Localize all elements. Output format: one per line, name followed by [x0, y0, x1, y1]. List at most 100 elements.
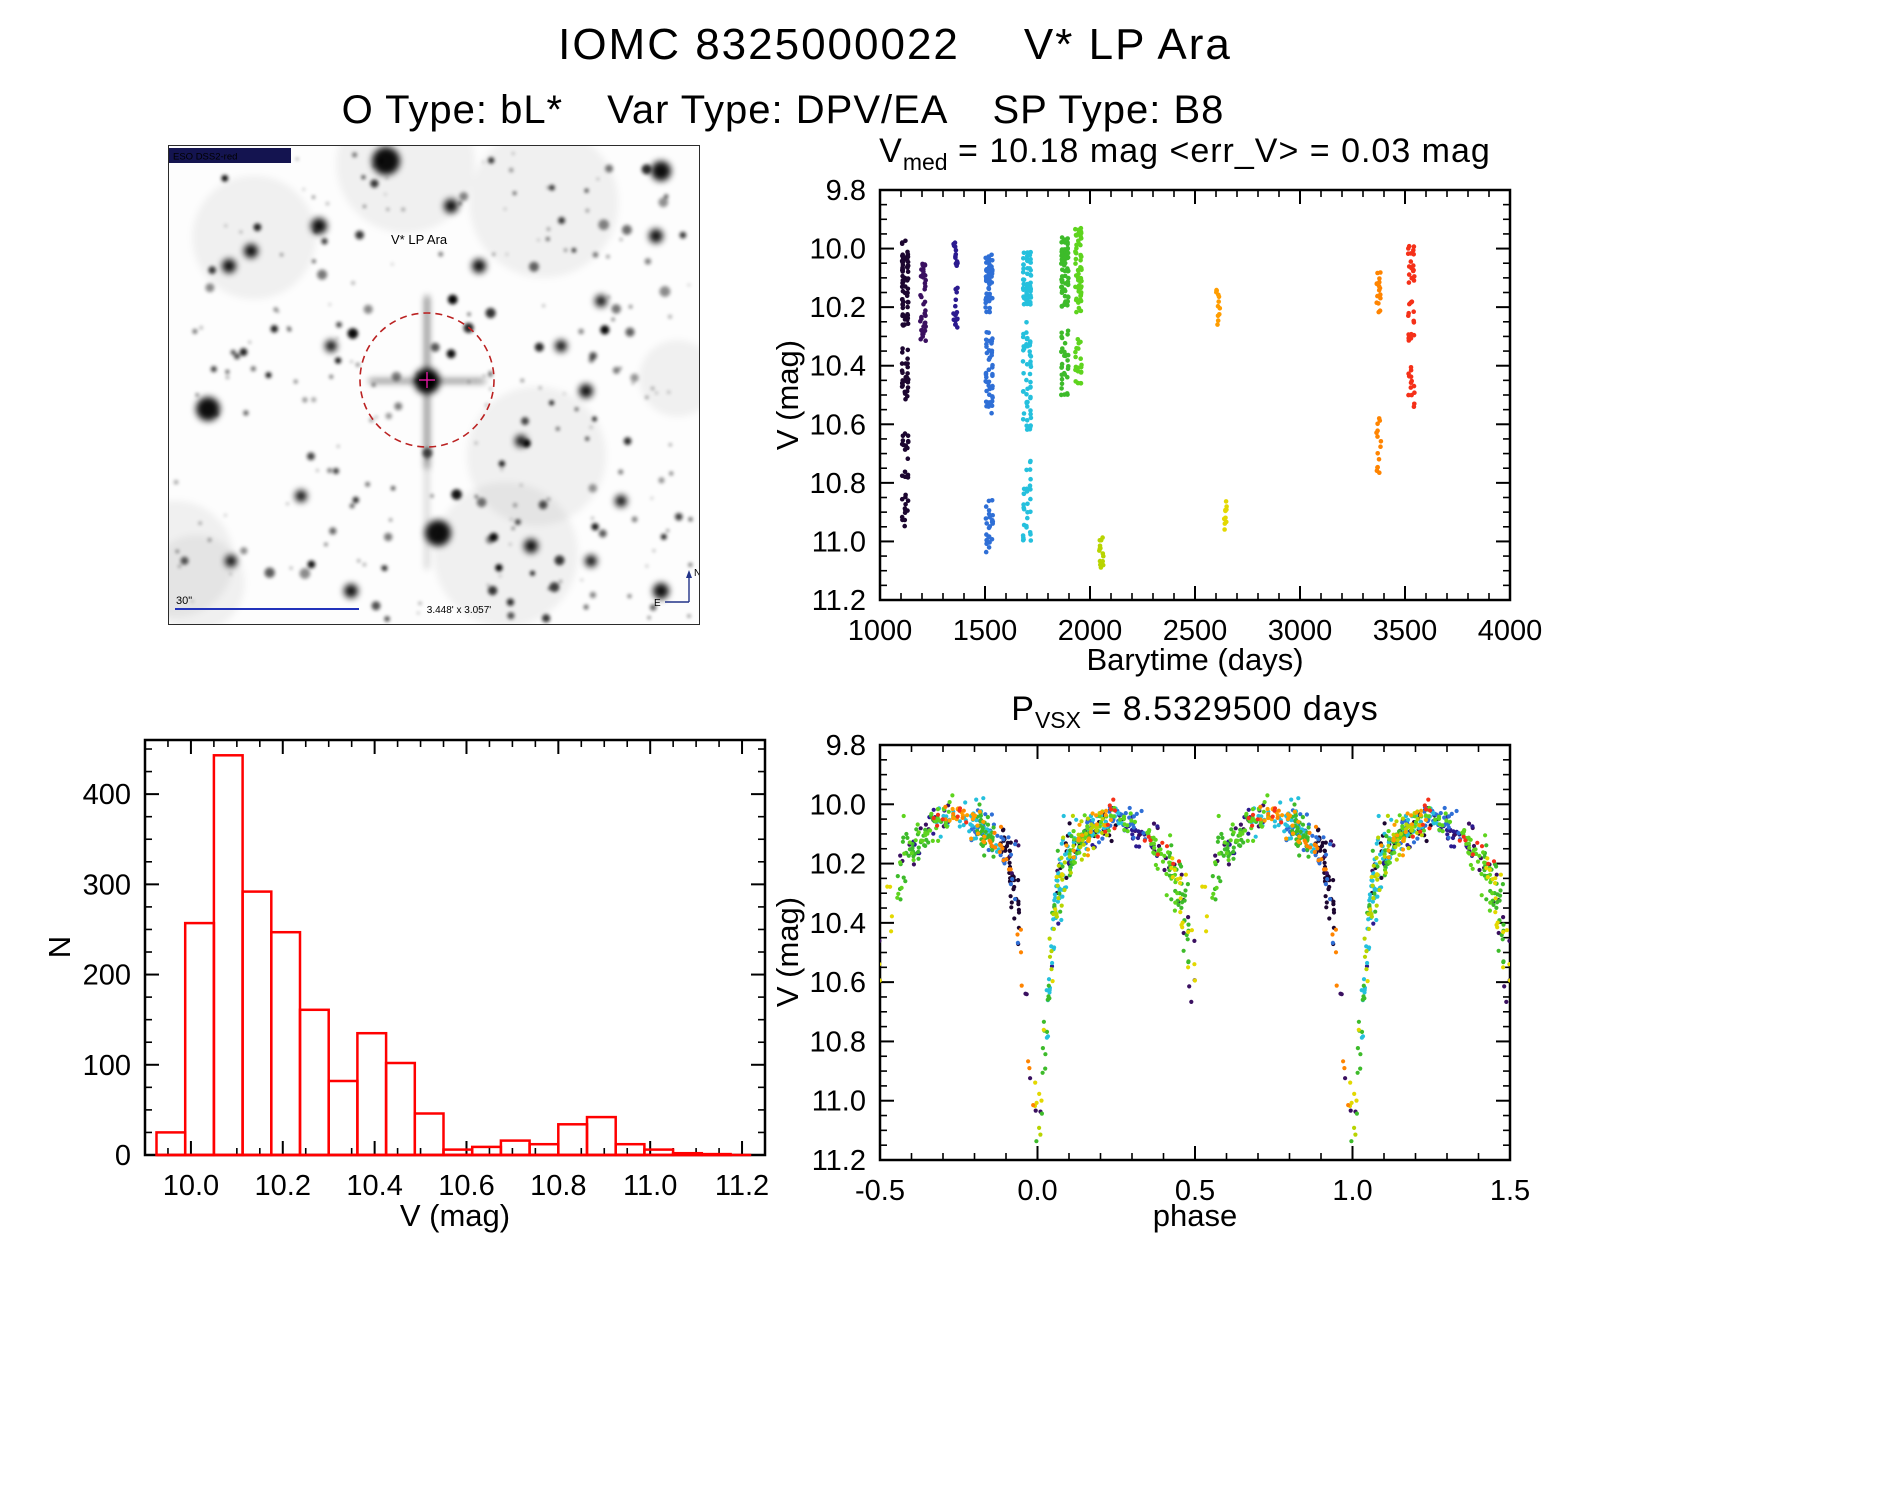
histogram-bar [557, 1123, 589, 1157]
histogram-bar [270, 930, 302, 1157]
y-tick-label: 10.4 [810, 351, 866, 383]
page-title: IOMC 8325000022 V* LP Ara [558, 20, 1232, 70]
magnitude-histogram-plot: 10.0 10.2 10.4 10.6 10.8 11.0 11.2 0 100 200 300 40… [83, 738, 769, 1202]
y-tick-label: 400 [83, 779, 131, 811]
x-tick-label: 10.6 [438, 1170, 494, 1202]
y-tick-label: 10.4 [810, 908, 866, 940]
phase-y-axis-label: V (mag) [770, 896, 805, 1008]
y-tick-label: 100 [83, 1050, 131, 1082]
time-title-main: V [879, 132, 903, 170]
x-tick-label: 10.0 [163, 1170, 219, 1202]
lightcurve-time-plot-box [878, 188, 1512, 602]
histogram-bar [643, 1148, 675, 1157]
y-tick-label: 10.6 [810, 409, 866, 441]
x-tick-label: 10.2 [255, 1170, 311, 1202]
lightcurve-time-plot: 1000 1500 2000 2500 3000 3500 4000 9.8 10.0 10.2 1… [810, 175, 1543, 647]
y-tick-label: 0 [115, 1140, 131, 1172]
x-tick-label: 1000 [848, 615, 913, 647]
histogram-bar [585, 1115, 617, 1157]
finder-chart-image: V* LP Ara ESO DSS2-red 30" 3.448' x 3.057' N… [168, 145, 700, 625]
x-tick-label: 0.5 [1175, 1175, 1215, 1207]
histogram-bar [499, 1139, 531, 1157]
survey-strip [169, 148, 291, 163]
x-tick-label: 3000 [1268, 615, 1333, 647]
bright-stars [196, 147, 671, 599]
x-tick-label: 3500 [1373, 615, 1438, 647]
phase-title-main: P [1011, 690, 1035, 728]
compass-east-label: E [654, 598, 661, 609]
y-tick-label: 10.2 [810, 292, 866, 324]
x-tick-label: 11.0 [623, 1170, 677, 1202]
survey-label: ESO DSS2-red [173, 152, 237, 163]
x-tick-label: 10.8 [530, 1170, 586, 1202]
target-marker-circle [359, 312, 495, 448]
y-tick-label: 9.8 [826, 730, 866, 762]
histogram-bar [356, 1031, 388, 1157]
phase-title-sub: VSX [1034, 707, 1081, 733]
x-tick-label: 1500 [953, 615, 1018, 647]
lightcurve-time-axes: 1000 1500 2000 2500 3000 3500 4000 9.8 10.0 10.2 1… [810, 175, 1543, 647]
x-tick-label: 2000 [1058, 615, 1123, 647]
histogram-bar [298, 1008, 330, 1157]
x-tick-label: 10.4 [346, 1170, 402, 1202]
histogram-bar [614, 1142, 646, 1157]
faint-stars [174, 152, 693, 623]
histogram-plot-box [143, 738, 767, 1157]
histogram-bar [700, 1152, 732, 1157]
histogram-bar [241, 890, 273, 1157]
title-star-name: V* LP Ara [1023, 20, 1232, 69]
title-iomc-id: IOMC 8325000022 [558, 20, 960, 69]
phase-title-rest: = 8.5329500 days [1080, 690, 1379, 728]
lightcurve-phase-plot-box [878, 743, 1512, 1162]
x-tick-label: 1.0 [1332, 1175, 1372, 1207]
sptype-label: SP Type: B8 [992, 88, 1225, 132]
x-tick-label: 4000 [1478, 615, 1543, 647]
time-plot-title: Vmed = 10.18 mag <err_V> = 0.03 mag [879, 132, 1491, 176]
x-tick-label: 2500 [1163, 615, 1228, 647]
y-tick-label: 11.2 [812, 1145, 866, 1177]
x-tick-label: 11.2 [715, 1170, 769, 1202]
lightcurve-phase-axes: -0.5 0.0 0.5 1.0 1.5 9.8 10.0 10.2 10.4 10.6 10.8 1… [810, 730, 1531, 1207]
histogram-bar [183, 921, 216, 1157]
x-tick-label: 1.5 [1490, 1175, 1530, 1207]
histogram-bar [212, 754, 244, 1157]
y-tick-label: 300 [83, 869, 131, 901]
histogram-bar [413, 1112, 445, 1157]
y-tick-label: 10.0 [810, 234, 866, 266]
time-title-rest: = 10.18 mag <err_V> = 0.03 mag [947, 132, 1491, 170]
phase-data-points [880, 793, 1510, 1144]
y-tick-label: 10.6 [810, 967, 866, 999]
histogram-bar [671, 1151, 704, 1157]
scale-bar-label: 30" [176, 595, 192, 607]
y-tick-label: 10.8 [810, 468, 866, 500]
y-tick-label: 10.2 [810, 849, 866, 881]
histogram-bar [384, 1061, 417, 1157]
fov-label: 3.448' x 3.057' [427, 605, 492, 616]
histogram-bar [155, 1131, 187, 1157]
time-title-sub: med [902, 149, 948, 175]
y-tick-label: 11.2 [812, 585, 866, 617]
y-tick-label: 10.0 [810, 789, 866, 821]
otype-label: O Type: bL* [341, 88, 564, 132]
time-y-axis-label: V (mag) [770, 339, 805, 451]
histogram-bar [470, 1145, 503, 1157]
x-tick-label: 0.0 [1017, 1175, 1057, 1207]
histogram-bar [442, 1148, 474, 1157]
y-tick-label: 11.0 [812, 526, 866, 558]
x-tick-label: -0.5 [855, 1175, 905, 1207]
histogram-bar [327, 1079, 359, 1157]
y-tick-label: 200 [83, 960, 131, 992]
histogram-bars [155, 754, 752, 1157]
hist-x-axis-label: V (mag) [399, 1198, 511, 1233]
page-subtitle: O Type: bL* Var Type: DPV/EA SP Type: B8 [342, 88, 1225, 133]
compass-icon: NE [654, 568, 699, 609]
y-tick-label: 9.8 [826, 175, 866, 207]
y-tick-label: 10.8 [810, 1026, 866, 1058]
phase-x-axis-label: phase [1152, 1198, 1238, 1233]
finder-star-label: V* LP Ara [391, 232, 448, 247]
histogram-bar [528, 1142, 560, 1157]
time-x-axis-label: Barytime (days) [1086, 642, 1304, 677]
hist-y-axis-label: N [42, 935, 77, 959]
vartype-label: Var Type: DPV/EA [607, 88, 949, 132]
phase-folded-plot: -0.5 0.0 0.5 1.0 1.5 9.8 10.0 10.2 10.4 10.6 10.8 1… [810, 730, 1531, 1207]
